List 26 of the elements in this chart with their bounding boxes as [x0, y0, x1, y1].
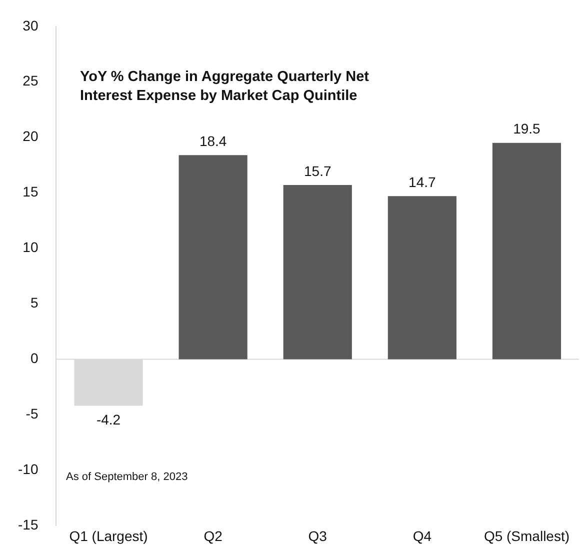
x-tick-label: Q3 — [308, 528, 328, 544]
y-tick-label: -5 — [26, 406, 38, 422]
bar — [388, 196, 456, 360]
x-tick-label: Q5 (Smallest) — [484, 528, 570, 544]
bar — [178, 155, 248, 360]
annotation: As of September 8, 2023 — [66, 470, 188, 484]
y-tick-label: 20 — [22, 128, 38, 144]
data-label: 19.5 — [513, 120, 541, 137]
y-tick-label: 10 — [22, 239, 38, 256]
bar — [492, 142, 562, 360]
y-tick-label: -15 — [18, 516, 38, 532]
y-tick-label: 5 — [30, 294, 38, 311]
text: YoY % Change in Aggregate Quarterly Net Interest Expense by Market Cap Quintile — [80, 68, 370, 106]
data-label: 18.4 — [199, 132, 227, 149]
x-tick-label: Q1 (Largest) — [69, 528, 148, 544]
data-label: 15.7 — [304, 162, 332, 179]
y-tick-label: 30 — [22, 17, 38, 34]
x-tick-label: Q4 — [412, 528, 432, 544]
y-tick-label: 25 — [22, 72, 38, 89]
y-tick-label: -10 — [18, 460, 38, 477]
y-tick-label: 15 — [22, 184, 38, 200]
data-label: 14.7 — [408, 174, 436, 190]
bar — [283, 185, 352, 360]
data-label: -4.2 — [96, 412, 121, 428]
x-tick-label: Q2 — [204, 528, 223, 544]
y-tick-label: 0 — [30, 350, 38, 366]
